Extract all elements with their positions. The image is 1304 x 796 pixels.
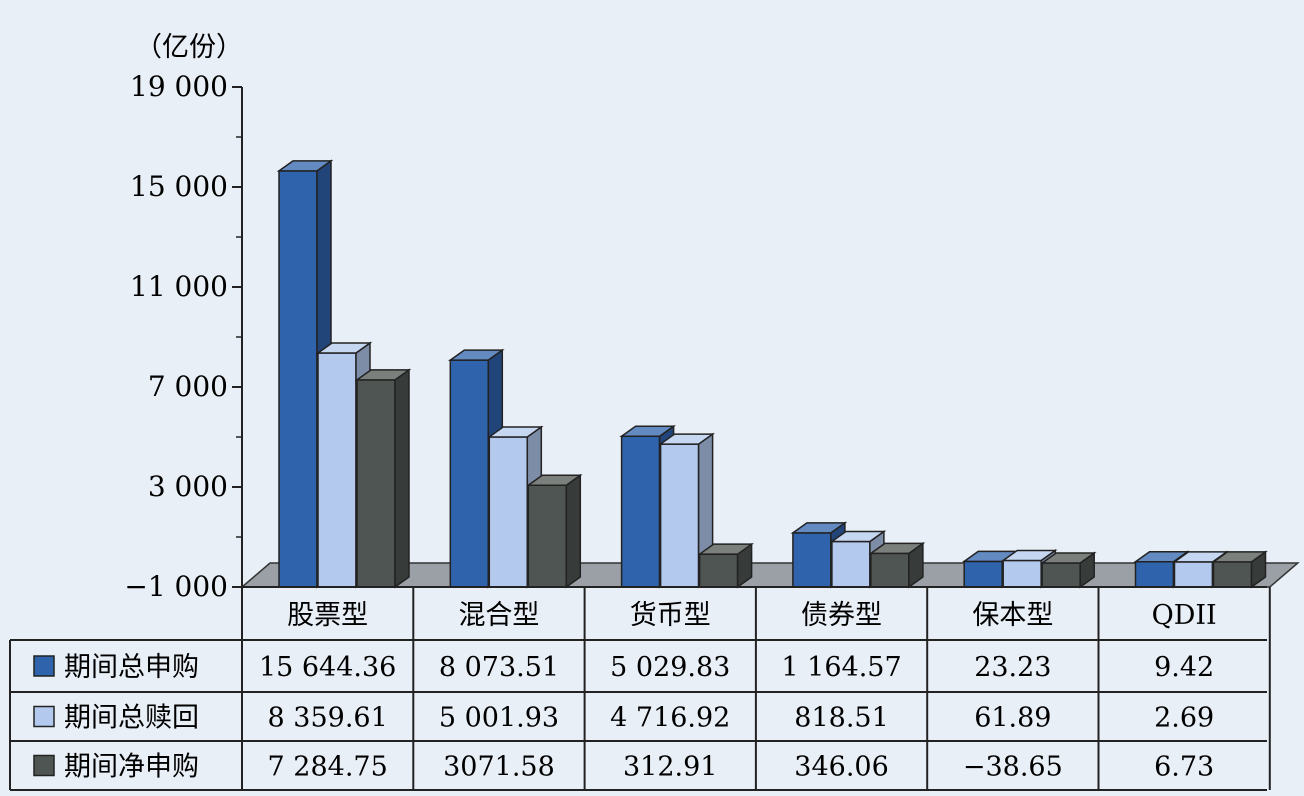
category-label: 股票型 — [287, 600, 368, 631]
bar — [658, 432, 715, 589]
data-label: 4 716.92 — [610, 703, 730, 734]
bar-top — [868, 542, 926, 555]
data-label: 8 073.51 — [439, 652, 559, 683]
bar-front — [1002, 559, 1042, 588]
bar-top — [697, 543, 754, 555]
y-tick-label: 7 000 — [148, 370, 228, 403]
y-unit-label: （亿份） — [135, 32, 243, 63]
data-label: 15 644.36 — [259, 652, 396, 683]
data-label: 61.89 — [974, 703, 1051, 734]
category-label: 货币型 — [630, 600, 711, 631]
data-table: 股票型 混合型 货币型 债券型 保本型 QDII 期间总申购 15 644.36 8 073.5… — [9, 586, 1271, 791]
bar-front — [527, 484, 568, 588]
bar-top — [658, 433, 715, 445]
bar-top — [315, 342, 373, 354]
bar — [1039, 551, 1097, 589]
bar-front — [488, 436, 529, 588]
bar-top — [829, 530, 887, 543]
bar-front — [831, 540, 871, 588]
bar-front — [659, 443, 700, 588]
data-label: −38.65 — [963, 752, 1063, 783]
legend-swatch — [33, 754, 55, 777]
data-label: 1 164.57 — [781, 652, 901, 683]
bar-top — [525, 474, 583, 486]
legend-label: 期间总申购 — [64, 652, 199, 683]
data-label: 23.23 — [974, 652, 1051, 683]
bar-front — [317, 352, 357, 588]
bar-top — [1000, 549, 1058, 562]
category-label: QDII — [1152, 600, 1217, 631]
bar-top — [619, 425, 676, 438]
bar-front — [449, 359, 490, 588]
data-label: 9.42 — [1154, 652, 1214, 683]
bar-front — [698, 553, 739, 588]
y-tick-label: 3 000 — [148, 470, 228, 503]
bar — [1211, 550, 1268, 589]
bar-front — [356, 379, 396, 588]
bar — [868, 541, 926, 589]
bar-top — [486, 426, 544, 438]
bar-front — [278, 170, 318, 588]
bar-side — [394, 368, 410, 589]
bar — [697, 542, 754, 589]
data-label: 5 001.93 — [439, 703, 559, 734]
y-tick-label: 19 000 — [130, 70, 228, 103]
y-tick-label: −1 000 — [124, 570, 228, 603]
category-label: 保本型 — [972, 600, 1053, 631]
data-label: 5 029.83 — [610, 652, 730, 683]
data-label: 346.06 — [794, 752, 888, 783]
bar — [354, 368, 412, 589]
data-label: 7 284.75 — [268, 752, 388, 783]
bar-front — [963, 560, 1003, 588]
data-label: 818.51 — [794, 703, 888, 734]
bar-side — [565, 473, 582, 589]
data-label: 312.91 — [623, 752, 717, 783]
bar-front — [620, 435, 661, 588]
bar-front — [792, 532, 832, 588]
bar-top — [790, 522, 848, 534]
data-label: 8 359.61 — [268, 703, 388, 734]
category-label: 债券型 — [801, 600, 882, 631]
category-label: 混合型 — [458, 600, 539, 631]
data-label: 3071.58 — [443, 752, 555, 783]
legend-label: 期间总赎回 — [64, 703, 199, 734]
bar-front — [870, 552, 910, 588]
bar-front — [1212, 561, 1253, 588]
bar-top — [276, 160, 334, 172]
y-tick-label: 11 000 — [130, 270, 228, 303]
legend-swatch — [33, 655, 55, 677]
bar-front — [1041, 562, 1081, 588]
data-label: 2.69 — [1154, 703, 1214, 734]
bar-front — [1173, 561, 1214, 588]
bar-top — [354, 369, 412, 381]
data-label: 6.73 — [1154, 752, 1214, 783]
bar-top — [1039, 552, 1097, 564]
bar-top — [1211, 551, 1268, 563]
y-tick-label: 15 000 — [130, 170, 228, 203]
legend-label: 期间净申购 — [64, 752, 199, 783]
legend-swatch — [33, 705, 55, 728]
bar — [525, 473, 583, 589]
bar-front — [1134, 561, 1175, 588]
bar-top — [447, 349, 505, 361]
